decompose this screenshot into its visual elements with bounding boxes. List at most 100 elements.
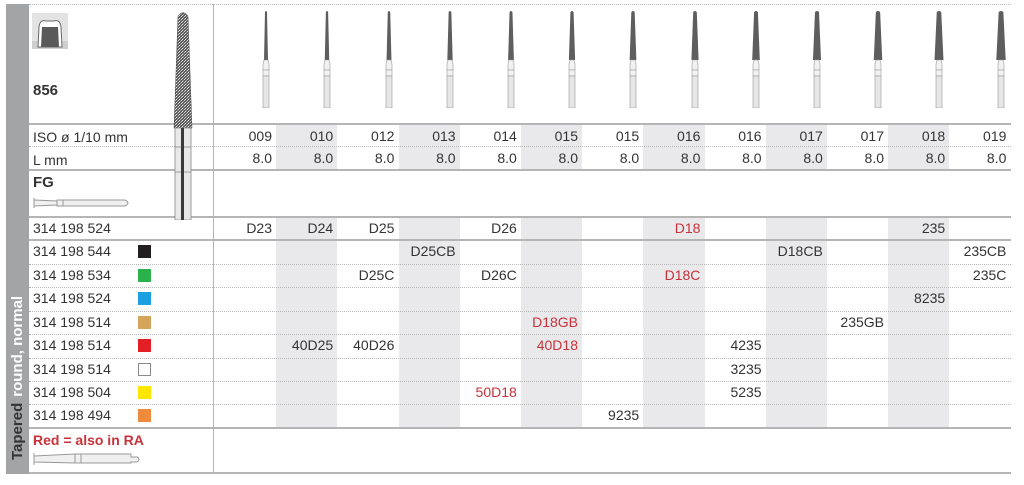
product-table: 856 ISO ø 1/10 mm L mm FG bbox=[29, 4, 1011, 474]
length-value: 8.0 bbox=[742, 150, 762, 166]
article-number-cell: 235CB bbox=[963, 243, 1007, 259]
column-shade bbox=[765, 218, 827, 427]
iso-value: 014 bbox=[493, 128, 517, 144]
category-label-tapered: Tapered bbox=[9, 402, 26, 460]
length-value: 8.0 bbox=[680, 150, 701, 166]
bur-icon bbox=[689, 10, 701, 109]
column-shade bbox=[888, 218, 950, 427]
article-number-cell: 8235 bbox=[914, 290, 946, 306]
bur-icon bbox=[872, 10, 884, 109]
grit-color-swatch bbox=[138, 315, 151, 329]
product-code: 314 198 514 bbox=[33, 360, 111, 377]
article-number-cell: 50D18 bbox=[475, 384, 517, 400]
product-code-row: 314 198 534 bbox=[33, 264, 233, 287]
article-number-cell: D25C bbox=[358, 266, 395, 283]
product-code-row: 314 198 514 bbox=[33, 358, 233, 381]
article-number-cell: D26C bbox=[481, 266, 517, 283]
article-number-cell: 4235 bbox=[730, 337, 762, 353]
grit-color-swatch bbox=[138, 268, 151, 282]
crown-prep-icon bbox=[32, 13, 68, 49]
product-code-row: 314 198 494 bbox=[33, 404, 233, 427]
grit-color-swatch bbox=[138, 292, 151, 305]
row-divider bbox=[29, 334, 1011, 335]
bur-icon bbox=[566, 10, 578, 109]
iso-value: 018 bbox=[921, 128, 946, 144]
column-shade bbox=[643, 125, 705, 169]
shank-divider bbox=[29, 216, 1011, 218]
row-divider bbox=[29, 263, 1011, 265]
article-number-cell: D24 bbox=[307, 220, 334, 236]
article-number-cell: D18 bbox=[674, 220, 701, 236]
bur-icon bbox=[750, 10, 762, 109]
bur-icon bbox=[505, 10, 517, 109]
shape-number: 856 bbox=[33, 82, 59, 99]
article-number-cell: D26 bbox=[491, 220, 517, 236]
row-divider bbox=[29, 310, 1011, 312]
top-dotted-line bbox=[29, 4, 1011, 5]
category-label-round-normal: round, normal bbox=[9, 295, 26, 397]
article-number-cell: 235GB bbox=[840, 313, 884, 330]
row-divider bbox=[29, 404, 1011, 405]
article-number-cell: D18GB bbox=[532, 313, 578, 330]
table-bottom-line bbox=[29, 472, 1011, 474]
length-value: 8.0 bbox=[374, 150, 395, 166]
length-value: 8.0 bbox=[436, 150, 456, 166]
category-sidebar: Tapered round, normal bbox=[6, 4, 29, 474]
iso-value: 012 bbox=[371, 128, 395, 144]
grit-color-swatch bbox=[138, 339, 151, 352]
bur-icon bbox=[321, 10, 333, 109]
bur-icon bbox=[627, 10, 639, 109]
grit-color-swatch bbox=[138, 245, 151, 258]
article-number-cell: 235 bbox=[921, 220, 946, 236]
length-label: L mm bbox=[33, 152, 68, 168]
length-value: 8.0 bbox=[558, 150, 578, 166]
article-number-cell: 3235 bbox=[730, 360, 762, 377]
tapered-round-diamond-bur-image bbox=[172, 10, 194, 221]
article-number-cell: 40D18 bbox=[536, 337, 578, 353]
ra-shank-icon bbox=[33, 452, 145, 469]
iso-value: 016 bbox=[738, 128, 762, 144]
article-number-cell: D18C bbox=[664, 266, 701, 283]
iso-value: 013 bbox=[432, 128, 456, 144]
row-divider bbox=[29, 381, 1011, 382]
row-divider bbox=[29, 287, 1011, 288]
article-number-cell: 40D25 bbox=[291, 337, 334, 353]
column-shade bbox=[521, 218, 583, 427]
product-code: 314 198 544 bbox=[33, 243, 111, 259]
bur-icon bbox=[260, 10, 272, 109]
column-shade bbox=[276, 125, 338, 169]
product-code: 314 198 494 bbox=[33, 407, 111, 423]
product-code: 314 198 514 bbox=[33, 337, 111, 353]
article-number-cell: 9235 bbox=[608, 407, 640, 423]
ra-note: Red = also in RA bbox=[33, 432, 144, 448]
bur-icon bbox=[995, 10, 1007, 109]
article-number-cell: D25CB bbox=[410, 243, 456, 259]
iso-value: 016 bbox=[677, 128, 701, 144]
product-code-row: 314 198 514 bbox=[33, 334, 233, 357]
grit-color-swatch bbox=[138, 362, 151, 376]
header-divider bbox=[29, 123, 1011, 125]
iso-divider bbox=[29, 146, 1011, 147]
length-value: 8.0 bbox=[925, 150, 946, 166]
length-value: 8.0 bbox=[619, 150, 640, 166]
product-code: 314 198 534 bbox=[33, 266, 111, 283]
product-code: 314 198 514 bbox=[33, 313, 111, 330]
iso-value: 010 bbox=[309, 128, 334, 144]
fg-shank-icon bbox=[33, 196, 133, 212]
bur-icon bbox=[811, 10, 823, 109]
article-number-cell: 235C bbox=[972, 266, 1007, 283]
length-value: 8.0 bbox=[313, 150, 334, 166]
label-column-divider bbox=[213, 4, 214, 474]
article-number-cell: D23 bbox=[246, 220, 272, 236]
product-code: 314 198 524 bbox=[33, 220, 111, 236]
row-divider bbox=[29, 357, 1011, 359]
length-value: 8.0 bbox=[864, 150, 884, 166]
product-code-row: 314 198 524 bbox=[33, 287, 233, 310]
column-shade bbox=[521, 125, 583, 169]
product-code-row: 314 198 514 bbox=[33, 311, 233, 334]
article-number-cell: D18CB bbox=[777, 243, 823, 259]
product-code-row: 314 198 504 bbox=[33, 381, 233, 404]
iso-value: 017 bbox=[860, 128, 884, 144]
product-code: 314 198 524 bbox=[33, 290, 111, 306]
bur-icon bbox=[933, 10, 945, 109]
